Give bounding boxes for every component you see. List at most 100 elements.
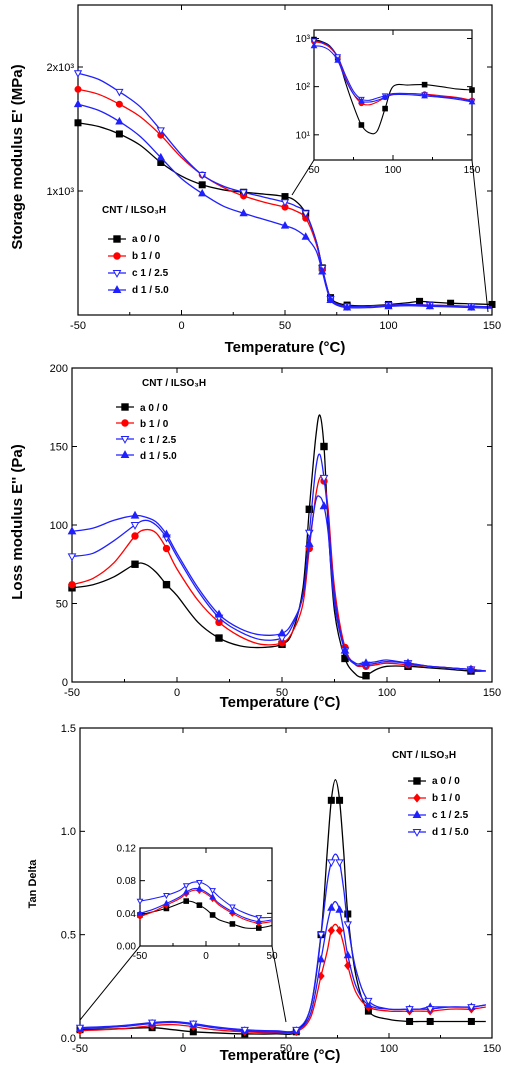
panel-storage-modulus: Storage modulus E' (MPa) Temperature (°C… bbox=[9, 64, 345, 356]
p2-series-c-point bbox=[67, 553, 77, 562]
p2-series-b-point bbox=[162, 544, 171, 553]
p3-legend-marker-c bbox=[412, 810, 422, 819]
p3-xtick-label: 150 bbox=[483, 1043, 501, 1055]
p2-series-c-line bbox=[71, 453, 486, 672]
p2-series-d-point bbox=[67, 526, 77, 535]
p3-series-d-point bbox=[75, 1024, 85, 1033]
p1-y-axis-label: Storage modulus E' (MPa) bbox=[9, 64, 26, 249]
p3-inset-series-d-point bbox=[196, 879, 203, 887]
p3-legend-label-d: d 1 / 5.0 bbox=[432, 827, 469, 838]
p2-ylabel: Loss modulus E'' (Pa) bbox=[9, 444, 26, 600]
p3-series-d-point bbox=[426, 1006, 435, 1014]
p1-legend-marker-a bbox=[113, 235, 121, 243]
p2-series-d-line bbox=[71, 495, 486, 672]
p2-series-a-point bbox=[215, 634, 223, 642]
p2-series-d-point bbox=[304, 538, 314, 547]
p2-series-c-point bbox=[130, 521, 140, 530]
p1-series-c-point bbox=[156, 127, 165, 135]
p1-series-c-point bbox=[239, 189, 248, 197]
p1-inset-series-d-point bbox=[334, 56, 342, 63]
p1-series-d-point bbox=[384, 301, 393, 310]
p3-legend: CNT / ILSO₃H a 0 / 0 b 1 / 0 c 1 / 2.5 d… bbox=[392, 750, 469, 838]
p2-legend-label-d: d 1 / 5.0 bbox=[140, 451, 177, 462]
p1-xtick-label: 50 bbox=[279, 320, 291, 332]
p3-inset-ytick-label: 0.04 bbox=[117, 909, 137, 920]
p3-inset-xtick-label: -50 bbox=[133, 951, 148, 962]
p2-ytick-label: 100 bbox=[50, 520, 68, 532]
p1-inset-series-d-point bbox=[310, 42, 318, 49]
p1-series-d-point bbox=[280, 221, 290, 229]
p3-series-group bbox=[75, 779, 486, 1038]
p3-series-d-point bbox=[335, 859, 344, 867]
p3-inset-series-c-point bbox=[182, 888, 190, 895]
p3-inset-series-d-point bbox=[163, 893, 170, 900]
p2-series-d-point bbox=[403, 658, 413, 667]
p1-series-c-point bbox=[198, 171, 207, 180]
p2-xtick-label: 50 bbox=[276, 687, 288, 699]
p2-xtick-label: 0 bbox=[174, 687, 180, 699]
p2-series-a-point bbox=[131, 560, 139, 568]
p2-series-b-point bbox=[131, 532, 139, 540]
p1-inset-series-d-point bbox=[381, 93, 389, 100]
p2-xtick-label: 100 bbox=[378, 687, 396, 699]
p3-series-a-point bbox=[467, 1017, 475, 1025]
p3-inset-series-d-point bbox=[209, 888, 216, 895]
p1-inset-xtick-label: 150 bbox=[464, 165, 481, 176]
p3-series-d-point bbox=[189, 1020, 198, 1029]
panel-tan-delta: Tan Delta Temperature (°C) CNT / ILSO₃H … bbox=[27, 750, 469, 1064]
p2-ytick-label: 0 bbox=[62, 677, 68, 689]
p1-inset-series-a-point bbox=[382, 105, 388, 112]
p1-series-c-point bbox=[115, 88, 124, 97]
p2-series-d-point bbox=[277, 628, 287, 637]
p3-inset-series-d-point bbox=[182, 883, 190, 890]
p3-inset-ytick-label: 0.08 bbox=[117, 876, 137, 887]
p1-legend-marker-b bbox=[113, 252, 121, 260]
p1-legend-label-b: b 1 / 0 bbox=[132, 251, 161, 262]
p1-ytick-label: 2x10³ bbox=[46, 62, 74, 74]
p3-inset-ytick-label: 0.12 bbox=[117, 844, 137, 855]
p2-series-d-point bbox=[340, 645, 350, 654]
p1-legend-label-a: a 0 / 0 bbox=[132, 234, 160, 245]
p3-xtick-label: -50 bbox=[72, 1043, 88, 1055]
p1-xtick-label: 0 bbox=[178, 320, 184, 332]
p1-inset-xtick-label: 50 bbox=[308, 165, 320, 176]
p3-inset-series-a-point bbox=[209, 912, 216, 918]
p3-series-d-point bbox=[467, 1004, 476, 1012]
p1-series-d-point bbox=[115, 116, 124, 125]
p2-legend-marker-b bbox=[121, 419, 129, 427]
p3-ytick-label: 1.0 bbox=[61, 826, 76, 838]
p2-xtick-label: 150 bbox=[483, 687, 501, 699]
p3-inset-xtick-label: 0 bbox=[203, 951, 209, 962]
p3-xlabel: Temperature (°C) bbox=[220, 1047, 341, 1064]
p1-series-a-point bbox=[74, 119, 82, 127]
p3-series-d-point bbox=[292, 1026, 301, 1035]
p3-inset-series-d-point bbox=[255, 915, 263, 922]
p3-xtick-label: 50 bbox=[280, 1043, 292, 1055]
p3-series-c-point bbox=[335, 905, 344, 913]
p1-series-d-point bbox=[156, 152, 165, 161]
p3-legend-label-c: c 1 / 2.5 bbox=[432, 810, 469, 821]
p3-inset-series-c-point bbox=[136, 909, 144, 916]
p1-series-b-point bbox=[74, 85, 82, 93]
p2-legend-label-b: b 1 / 0 bbox=[140, 419, 169, 430]
p1-series-d-point bbox=[73, 99, 83, 108]
p3-inset-connector-left bbox=[79, 945, 141, 1021]
p3-series-a-point bbox=[406, 1017, 414, 1025]
p2-legend-title: CNT / ILSO₃H bbox=[142, 378, 206, 389]
p1-series-d-point bbox=[326, 295, 335, 304]
p3-series-a-point bbox=[327, 796, 335, 804]
p1-legend-markers bbox=[108, 235, 126, 294]
p1-series-c-point bbox=[73, 70, 83, 78]
p1-xlabel: Temperature (°C) bbox=[225, 339, 346, 356]
p3-inset-series-group bbox=[136, 879, 273, 931]
p3-inset-series-c-point bbox=[209, 893, 216, 900]
p3-series-d-point bbox=[240, 1026, 249, 1035]
p2-series-b-point bbox=[68, 580, 76, 589]
p3-ylabel: Tan Delta bbox=[27, 859, 39, 909]
p1-series-d-point bbox=[318, 266, 327, 275]
p3-inset-series-a-point bbox=[183, 898, 189, 904]
p1-legend-marker-d bbox=[112, 285, 122, 294]
p1-xtick-label: 150 bbox=[483, 320, 501, 332]
p2-series-c-point bbox=[319, 474, 329, 483]
